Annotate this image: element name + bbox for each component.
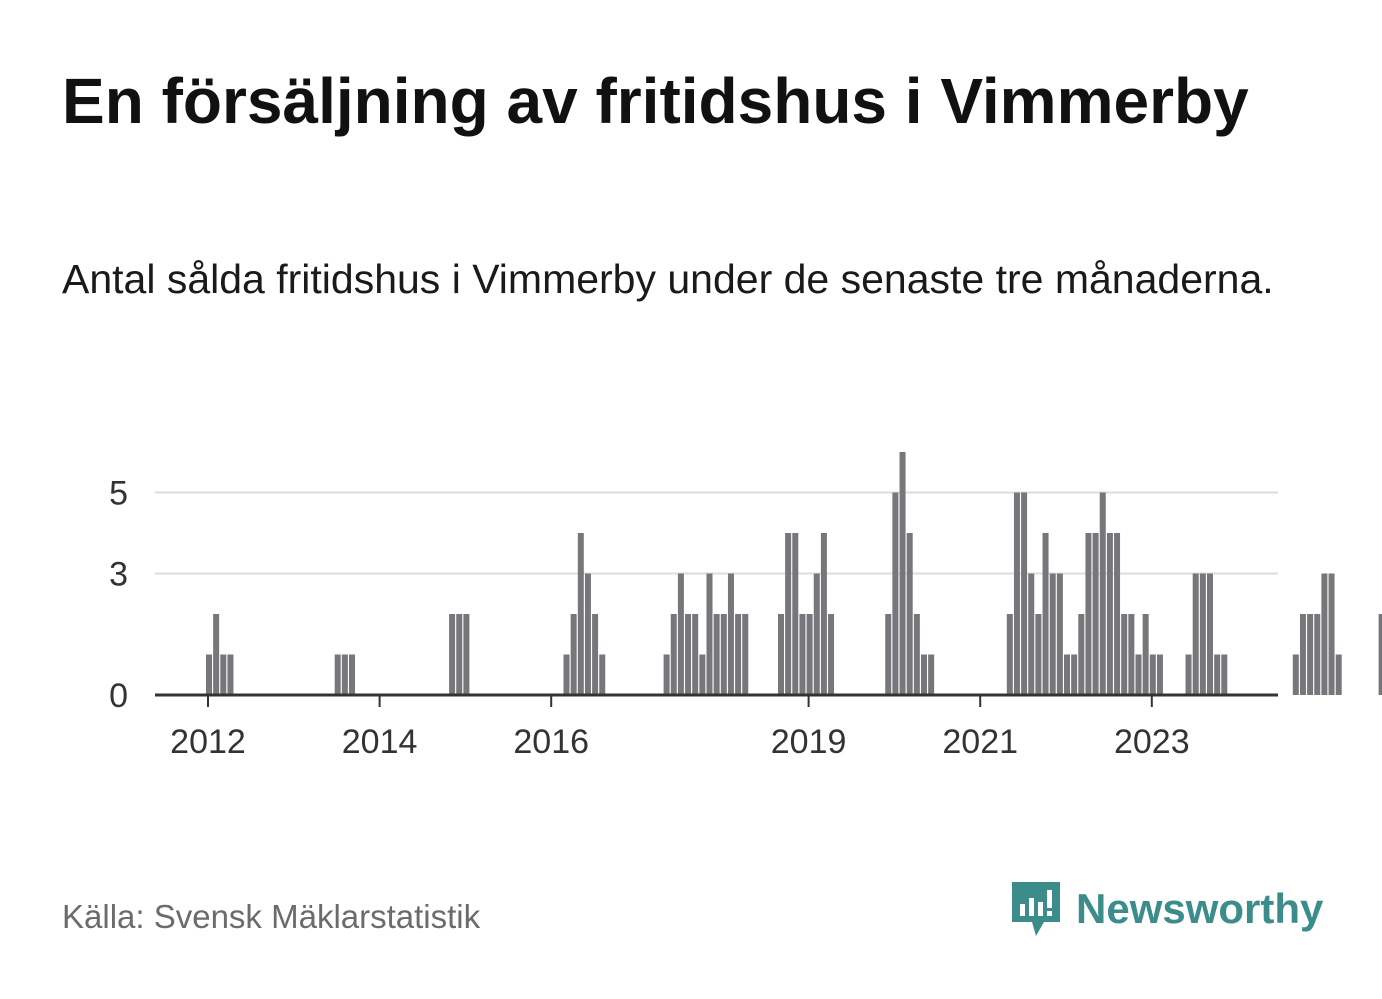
bar bbox=[813, 573, 820, 695]
bar bbox=[1128, 614, 1135, 695]
chart-title: En försäljning av fritidshus i Vimmerby bbox=[62, 65, 1249, 137]
bar bbox=[463, 614, 470, 695]
bar bbox=[1185, 654, 1192, 695]
bar bbox=[828, 614, 835, 695]
bar bbox=[885, 614, 892, 695]
x-tick-label: 2012 bbox=[170, 723, 246, 761]
bar bbox=[1028, 573, 1035, 695]
x-tick-label: 2016 bbox=[513, 723, 589, 761]
brand-name: Newsworthy bbox=[1076, 885, 1324, 932]
bar bbox=[1299, 614, 1306, 695]
bar bbox=[1071, 654, 1078, 695]
bar bbox=[1149, 654, 1156, 695]
bar bbox=[1013, 492, 1020, 695]
bar bbox=[1106, 533, 1113, 695]
bar bbox=[1156, 654, 1163, 695]
bar bbox=[334, 654, 341, 695]
bar bbox=[1192, 573, 1199, 695]
x-tick-label: 2021 bbox=[942, 723, 1018, 761]
bar bbox=[1314, 614, 1321, 695]
bar-chart: 0351201220142016201920212023 bbox=[109, 452, 1382, 761]
bar bbox=[456, 614, 463, 695]
bar bbox=[735, 614, 742, 695]
bar bbox=[1006, 614, 1013, 695]
bar bbox=[1221, 654, 1228, 695]
y-tick-label: 5 bbox=[109, 475, 128, 513]
bars-layer bbox=[206, 452, 1382, 695]
bar bbox=[806, 614, 813, 695]
bar bbox=[1121, 614, 1128, 695]
bar bbox=[563, 654, 570, 695]
bar bbox=[1328, 573, 1335, 695]
bar bbox=[928, 654, 935, 695]
bar bbox=[699, 654, 706, 695]
axis-layer: 0351201220142016201920212023 bbox=[109, 475, 1278, 761]
bar bbox=[1056, 573, 1063, 695]
source-note: Källa: Svensk Mäklarstatistik bbox=[62, 898, 481, 935]
bar bbox=[213, 614, 220, 695]
bar bbox=[921, 654, 927, 695]
bar bbox=[677, 573, 684, 695]
bar bbox=[1199, 573, 1206, 695]
bar bbox=[799, 614, 806, 695]
bar bbox=[227, 654, 234, 695]
bar bbox=[727, 573, 734, 695]
newsworthy-logo-icon bbox=[1012, 882, 1060, 936]
brand[interactable]: Newsworthy bbox=[1010, 878, 1323, 940]
bar bbox=[1078, 614, 1085, 695]
chart-subtitle: Antal sålda fritidshus i Vimmerby under … bbox=[62, 256, 1274, 302]
bar bbox=[670, 614, 677, 695]
bar bbox=[599, 654, 606, 695]
bar bbox=[592, 614, 599, 695]
bar bbox=[1214, 654, 1221, 695]
y-tick-label: 0 bbox=[109, 677, 128, 715]
bar bbox=[820, 533, 827, 695]
bar bbox=[663, 654, 670, 695]
bar bbox=[1021, 492, 1028, 695]
bar bbox=[742, 614, 749, 695]
bar bbox=[785, 533, 792, 695]
bar bbox=[892, 492, 899, 695]
bar bbox=[1064, 654, 1070, 695]
bar bbox=[584, 573, 591, 695]
bar bbox=[1085, 533, 1092, 695]
x-tick-label: 2014 bbox=[342, 723, 418, 761]
bar bbox=[349, 654, 355, 695]
bar bbox=[713, 614, 720, 695]
bar bbox=[1335, 654, 1342, 695]
bar bbox=[692, 614, 699, 695]
bar bbox=[1035, 614, 1042, 695]
bar bbox=[1092, 533, 1099, 695]
bar bbox=[1099, 492, 1106, 695]
bar bbox=[706, 573, 713, 695]
bar bbox=[1321, 573, 1328, 695]
bar bbox=[1378, 614, 1382, 695]
bar bbox=[1207, 573, 1213, 695]
bar bbox=[1142, 614, 1149, 695]
bar bbox=[1114, 533, 1121, 695]
bar bbox=[899, 452, 906, 695]
bar bbox=[913, 614, 920, 695]
bar bbox=[1135, 654, 1142, 695]
x-tick-label: 2019 bbox=[771, 723, 847, 761]
bar bbox=[570, 614, 577, 695]
bar bbox=[720, 614, 727, 695]
bar bbox=[206, 654, 212, 695]
x-tick-label: 2023 bbox=[1114, 723, 1190, 761]
bar bbox=[1307, 614, 1314, 695]
bar bbox=[1042, 533, 1049, 695]
bar bbox=[1292, 654, 1299, 695]
bar bbox=[792, 533, 799, 695]
bar bbox=[577, 533, 584, 695]
bar bbox=[220, 654, 227, 695]
bar bbox=[906, 533, 913, 695]
y-tick-label: 3 bbox=[109, 556, 128, 594]
bar bbox=[1049, 573, 1056, 695]
bar bbox=[341, 654, 348, 695]
bar bbox=[778, 614, 784, 695]
bar bbox=[685, 614, 692, 695]
bar bbox=[449, 614, 456, 695]
